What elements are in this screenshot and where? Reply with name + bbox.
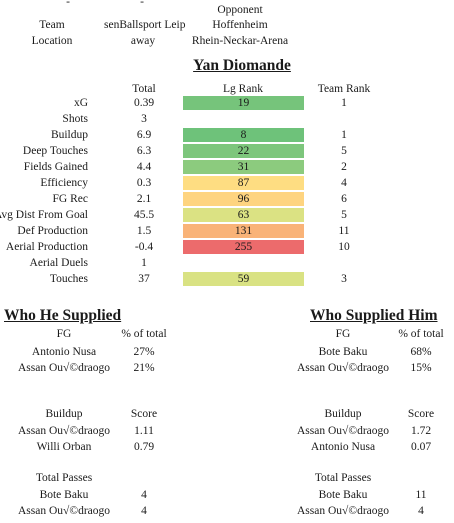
- stat-lg-rank-cell: 19: [183, 96, 304, 110]
- whs-fg-row-2-name: Assan Ou√©draogo: [17, 362, 111, 374]
- header-lg-rank: Lg Rank: [223, 83, 263, 95]
- stat-total: 3: [141, 113, 147, 125]
- wsh-buildup-row-2-value: 0.07: [410, 441, 432, 453]
- stat-label: Aerial Production: [5, 241, 88, 253]
- stat-total: 1: [141, 257, 147, 269]
- wsh-passes-row-1-name: Bote Baku: [318, 489, 368, 501]
- location-label: Location: [31, 35, 73, 47]
- opponent-value: Hoffenheim: [212, 19, 268, 31]
- wsh-buildup-header: Buildup: [324, 408, 362, 420]
- stat-lg-rank-cell: 59: [183, 272, 304, 286]
- wsh-buildup-row-1-value: 1.72: [410, 425, 432, 437]
- team-label: Team: [39, 19, 65, 31]
- stat-team-rank: 4: [341, 177, 347, 189]
- whs-buildup-row-1-value: 1.11: [134, 425, 154, 437]
- whs-buildup-row-2-value: 0.79: [133, 441, 155, 453]
- whs-buildup-row-1-name: Assan Ou√©draogo: [17, 425, 111, 437]
- stat-lg-rank-cell: 63: [183, 208, 304, 222]
- stat-total: 0.39: [133, 97, 155, 109]
- whs-fg-row-2-value: 21%: [133, 362, 155, 374]
- stat-total: 4.4: [136, 161, 152, 173]
- stat-team-rank: 3: [341, 273, 347, 285]
- wsh-passes-row-2-value: 4: [418, 505, 424, 517]
- whs-buildup-row-2-name: Willi Orban: [36, 441, 92, 453]
- whs-fg-row-1-value: 27%: [133, 346, 155, 358]
- whs-passes-row-1-name: Bote Baku: [39, 489, 89, 501]
- wsh-buildup-row-2-name: Antonio Nusa: [310, 441, 376, 453]
- wsh-fg-row-1-name: Bote Baku: [318, 346, 368, 358]
- who-he-supplied-title: Who He Supplied: [4, 307, 122, 324]
- stat-label: Fields Gained: [23, 161, 88, 173]
- opponent-label: Opponent: [217, 4, 263, 16]
- stat-total: 1.5: [136, 225, 152, 237]
- venue-value: Rhein-Neckar-Arena: [191, 35, 289, 47]
- whs-fg-pct-header: % of total: [121, 328, 167, 340]
- stat-total: -0.4: [134, 241, 154, 253]
- whs-fg-header: FG: [56, 328, 72, 340]
- stat-label: Touches: [49, 273, 88, 285]
- wsh-fg-pct-header: % of total: [398, 328, 444, 340]
- stat-team-rank: 5: [341, 145, 347, 157]
- player-name: Yan Diomande: [193, 57, 291, 74]
- stat-lg-rank-cell: 22: [183, 144, 304, 158]
- stat-label: Buildup: [50, 129, 88, 141]
- wsh-fg-row-2-name: Assan Ou√©draogo: [296, 362, 390, 374]
- stat-total: 45.5: [133, 209, 155, 221]
- header-team-rank: Team Rank: [317, 83, 371, 95]
- stat-label: xG: [73, 97, 88, 109]
- wsh-passes-header: Total Passes: [314, 472, 372, 484]
- wsh-passes-row-2-name: Assan Ou√©draogo: [296, 505, 390, 517]
- wsh-fg-row-2-value: 15%: [410, 362, 432, 374]
- stat-label: Avg Dist From Goal: [0, 209, 88, 221]
- whs-passes-row-2-name: Assan Ou√©draogo: [17, 505, 111, 517]
- stat-team-rank: 10: [338, 241, 350, 253]
- stat-label: Shots: [62, 113, 88, 125]
- stat-team-rank: 11: [338, 225, 350, 237]
- who-supplied-him-title: Who Supplied Him: [310, 307, 438, 324]
- stat-lg-rank-cell: 31: [183, 160, 304, 174]
- whs-passes-row-1-value: 4: [141, 489, 147, 501]
- stat-total: 37: [138, 273, 150, 285]
- wsh-passes-row-1-value: 11: [415, 489, 427, 501]
- stat-lg-rank-cell: 87: [183, 176, 304, 190]
- stat-lg-rank-cell: 8: [183, 128, 304, 142]
- stat-team-rank: 1: [341, 97, 347, 109]
- stat-label: Def Production: [17, 225, 88, 237]
- stat-total: 6.9: [136, 129, 152, 141]
- wsh-buildup-row-1-name: Assan Ou√©draogo: [296, 425, 390, 437]
- stat-total: 6.3: [136, 145, 152, 157]
- stat-lg-rank-cell: 96: [183, 192, 304, 206]
- stat-label: Aerial Duels: [29, 257, 88, 269]
- stat-label: Deep Touches: [22, 145, 88, 157]
- whs-buildup-header: Buildup: [45, 408, 83, 420]
- stat-team-rank: 5: [341, 209, 347, 221]
- whs-passes-row-2-value: 4: [141, 505, 147, 517]
- stat-team-rank: 6: [341, 193, 347, 205]
- team-value: senBallsport Leip: [104, 19, 186, 31]
- wsh-score-header: Score: [407, 408, 435, 420]
- stat-lg-rank-cell: 255: [183, 240, 304, 254]
- stat-lg-rank-cell: 131: [183, 224, 304, 238]
- wsh-fg-row-1-value: 68%: [410, 346, 432, 358]
- whs-fg-row-1-name: Antonio Nusa: [31, 346, 97, 358]
- stat-label: FG Rec: [52, 193, 88, 205]
- header-total: Total: [132, 83, 156, 95]
- location-value: away: [130, 35, 156, 47]
- top-mark-left: -: [66, 0, 70, 8]
- stat-team-rank: 2: [341, 161, 347, 173]
- whs-score-header: Score: [130, 408, 158, 420]
- stat-total: 0.3: [136, 177, 152, 189]
- stat-team-rank: 1: [341, 129, 347, 141]
- top-mark-right: -: [140, 0, 144, 8]
- whs-passes-header: Total Passes: [35, 472, 93, 484]
- stat-label: Efficiency: [40, 177, 88, 189]
- stat-total: 2.1: [136, 193, 152, 205]
- wsh-fg-header: FG: [335, 328, 351, 340]
